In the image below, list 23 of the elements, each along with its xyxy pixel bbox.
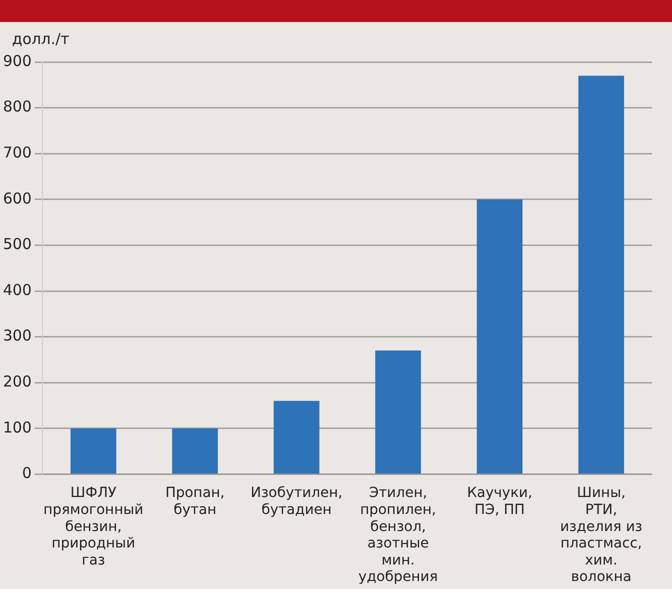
x-tick-label: Изобутилен, бутадиен bbox=[250, 485, 342, 518]
y-tick-label: 800 bbox=[2, 98, 32, 116]
y-tick-label: 700 bbox=[2, 143, 32, 162]
y-axis-title: долл./т bbox=[12, 30, 70, 48]
y-tick-label: 600 bbox=[2, 189, 32, 208]
bar bbox=[375, 350, 421, 474]
x-tick-label: Этилен, пропилен, бензол, азотные мин. удобрения bbox=[358, 485, 438, 586]
bar bbox=[172, 428, 218, 474]
bar bbox=[274, 400, 320, 474]
y-tick-label: 400 bbox=[2, 280, 32, 299]
y-tick-label: 0 bbox=[22, 464, 32, 482]
bar bbox=[70, 428, 116, 474]
y-tick-label: 300 bbox=[2, 326, 32, 345]
x-tick-label: ШФЛУ прямогонный бензин, природный газ bbox=[43, 485, 144, 568]
y-tick-label: 900 bbox=[2, 52, 32, 70]
y-tick-label: 100 bbox=[2, 418, 32, 436]
y-tick-label: 200 bbox=[2, 372, 32, 390]
bar bbox=[476, 199, 523, 474]
bar bbox=[578, 76, 624, 474]
y-tick-label: 500 bbox=[2, 235, 32, 254]
x-tick-label: Каучуки, ПЭ, ПП bbox=[466, 485, 532, 518]
x-tick-label: Шины, РТИ, изделия из пластмасс, хим. волокна bbox=[560, 485, 642, 586]
x-tick-label: Пропан, бутан bbox=[165, 485, 225, 518]
